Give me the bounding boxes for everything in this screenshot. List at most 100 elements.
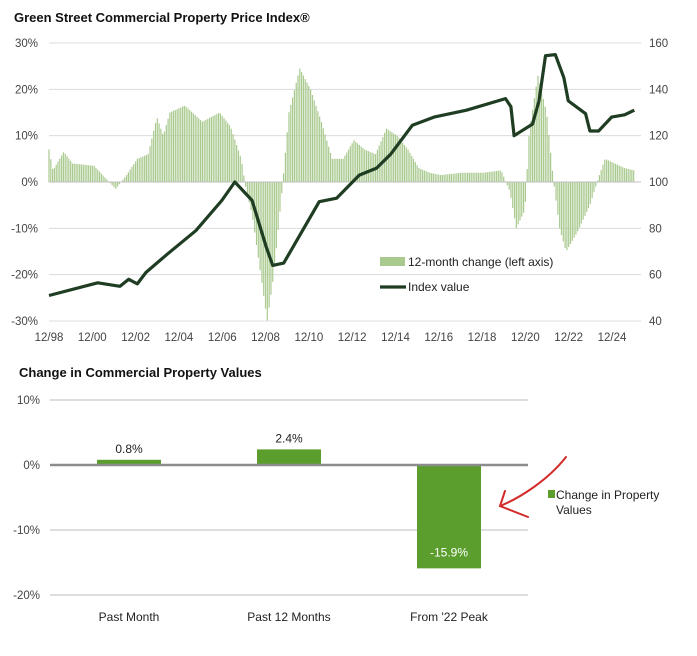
bar <box>180 107 182 182</box>
bar <box>207 118 209 182</box>
bar <box>162 133 164 182</box>
bar <box>122 179 124 182</box>
bar <box>55 164 57 182</box>
bar <box>414 162 416 182</box>
bar <box>210 116 213 182</box>
bar <box>474 172 476 182</box>
x-tick-label: 12/02 <box>121 332 150 344</box>
bar <box>393 133 395 182</box>
bar <box>412 158 415 182</box>
bar <box>629 169 631 182</box>
x-tick-label: 12/14 <box>381 332 410 344</box>
bar <box>421 169 424 182</box>
bar <box>281 182 283 194</box>
bar <box>154 123 157 182</box>
bar <box>607 160 609 182</box>
bar <box>598 175 600 182</box>
left-axis: 30% 20% 10% 0% -10% -20% -30% <box>11 38 38 328</box>
bar <box>367 151 369 182</box>
bar <box>553 182 555 187</box>
right-tick-label: 160 <box>649 38 668 50</box>
bar <box>61 155 63 182</box>
bar <box>304 79 306 182</box>
bar <box>208 117 211 182</box>
bar <box>434 173 436 182</box>
bar <box>84 164 86 182</box>
bar <box>59 158 61 182</box>
bar <box>609 161 611 182</box>
bar <box>358 144 360 182</box>
bar <box>160 128 162 182</box>
data-label: -15.9% <box>430 545 468 559</box>
bar <box>546 116 548 182</box>
bar <box>199 120 202 182</box>
bar <box>347 149 350 182</box>
arrow-shaft <box>499 456 567 507</box>
bar <box>459 172 462 182</box>
bar <box>268 182 270 308</box>
bar <box>310 89 312 182</box>
right-tick-label: 100 <box>649 177 668 189</box>
bar <box>384 132 386 182</box>
bar <box>438 174 440 182</box>
bar <box>246 182 249 195</box>
bar <box>48 149 50 182</box>
bar <box>356 143 359 182</box>
bar <box>219 113 222 182</box>
bar <box>420 168 422 182</box>
bar <box>183 105 185 182</box>
bar <box>355 141 357 182</box>
bar <box>613 162 615 182</box>
index-chart-title: Green Street Commercial Property Price I… <box>14 10 310 25</box>
bar <box>290 104 292 182</box>
bar <box>93 165 95 182</box>
bar <box>232 134 234 182</box>
bar <box>624 168 626 182</box>
bar <box>371 152 373 182</box>
bar <box>218 113 220 182</box>
legend-label-line1: Change in Property <box>556 488 659 502</box>
bar <box>587 182 590 209</box>
bar <box>136 158 139 182</box>
bar <box>510 182 512 198</box>
left-tick-label: 20% <box>15 84 38 96</box>
bar <box>248 182 250 203</box>
x-tick-label: 12/18 <box>468 332 497 344</box>
bar <box>407 149 409 182</box>
bar <box>611 162 613 182</box>
bar <box>176 109 178 182</box>
bar <box>458 173 460 182</box>
bar <box>450 173 453 182</box>
bar <box>620 166 622 182</box>
data-label: 0.8% <box>115 442 143 456</box>
bar <box>129 169 131 182</box>
bar <box>586 182 588 212</box>
y-tick-label: -10% <box>13 525 40 537</box>
bar <box>163 131 166 182</box>
bar <box>429 172 431 182</box>
bar <box>98 171 101 182</box>
bar <box>454 173 456 182</box>
x-tick-label: 12/22 <box>554 332 583 344</box>
bar <box>353 140 355 182</box>
bar <box>385 128 388 182</box>
left-tick-label: 30% <box>15 38 38 50</box>
bar <box>223 118 225 182</box>
bar <box>138 158 140 182</box>
bar <box>503 176 505 182</box>
index-line <box>48 53 635 298</box>
bar <box>595 182 597 187</box>
bar <box>439 175 442 182</box>
bar <box>365 150 368 182</box>
bar <box>57 161 59 182</box>
bar <box>580 182 582 224</box>
bar <box>66 156 68 182</box>
bar <box>479 172 481 182</box>
bar <box>577 182 579 232</box>
bar <box>52 168 54 182</box>
bar <box>272 182 274 282</box>
bar <box>335 158 337 182</box>
bar <box>277 182 279 230</box>
bar <box>346 152 348 182</box>
bar <box>319 116 321 182</box>
